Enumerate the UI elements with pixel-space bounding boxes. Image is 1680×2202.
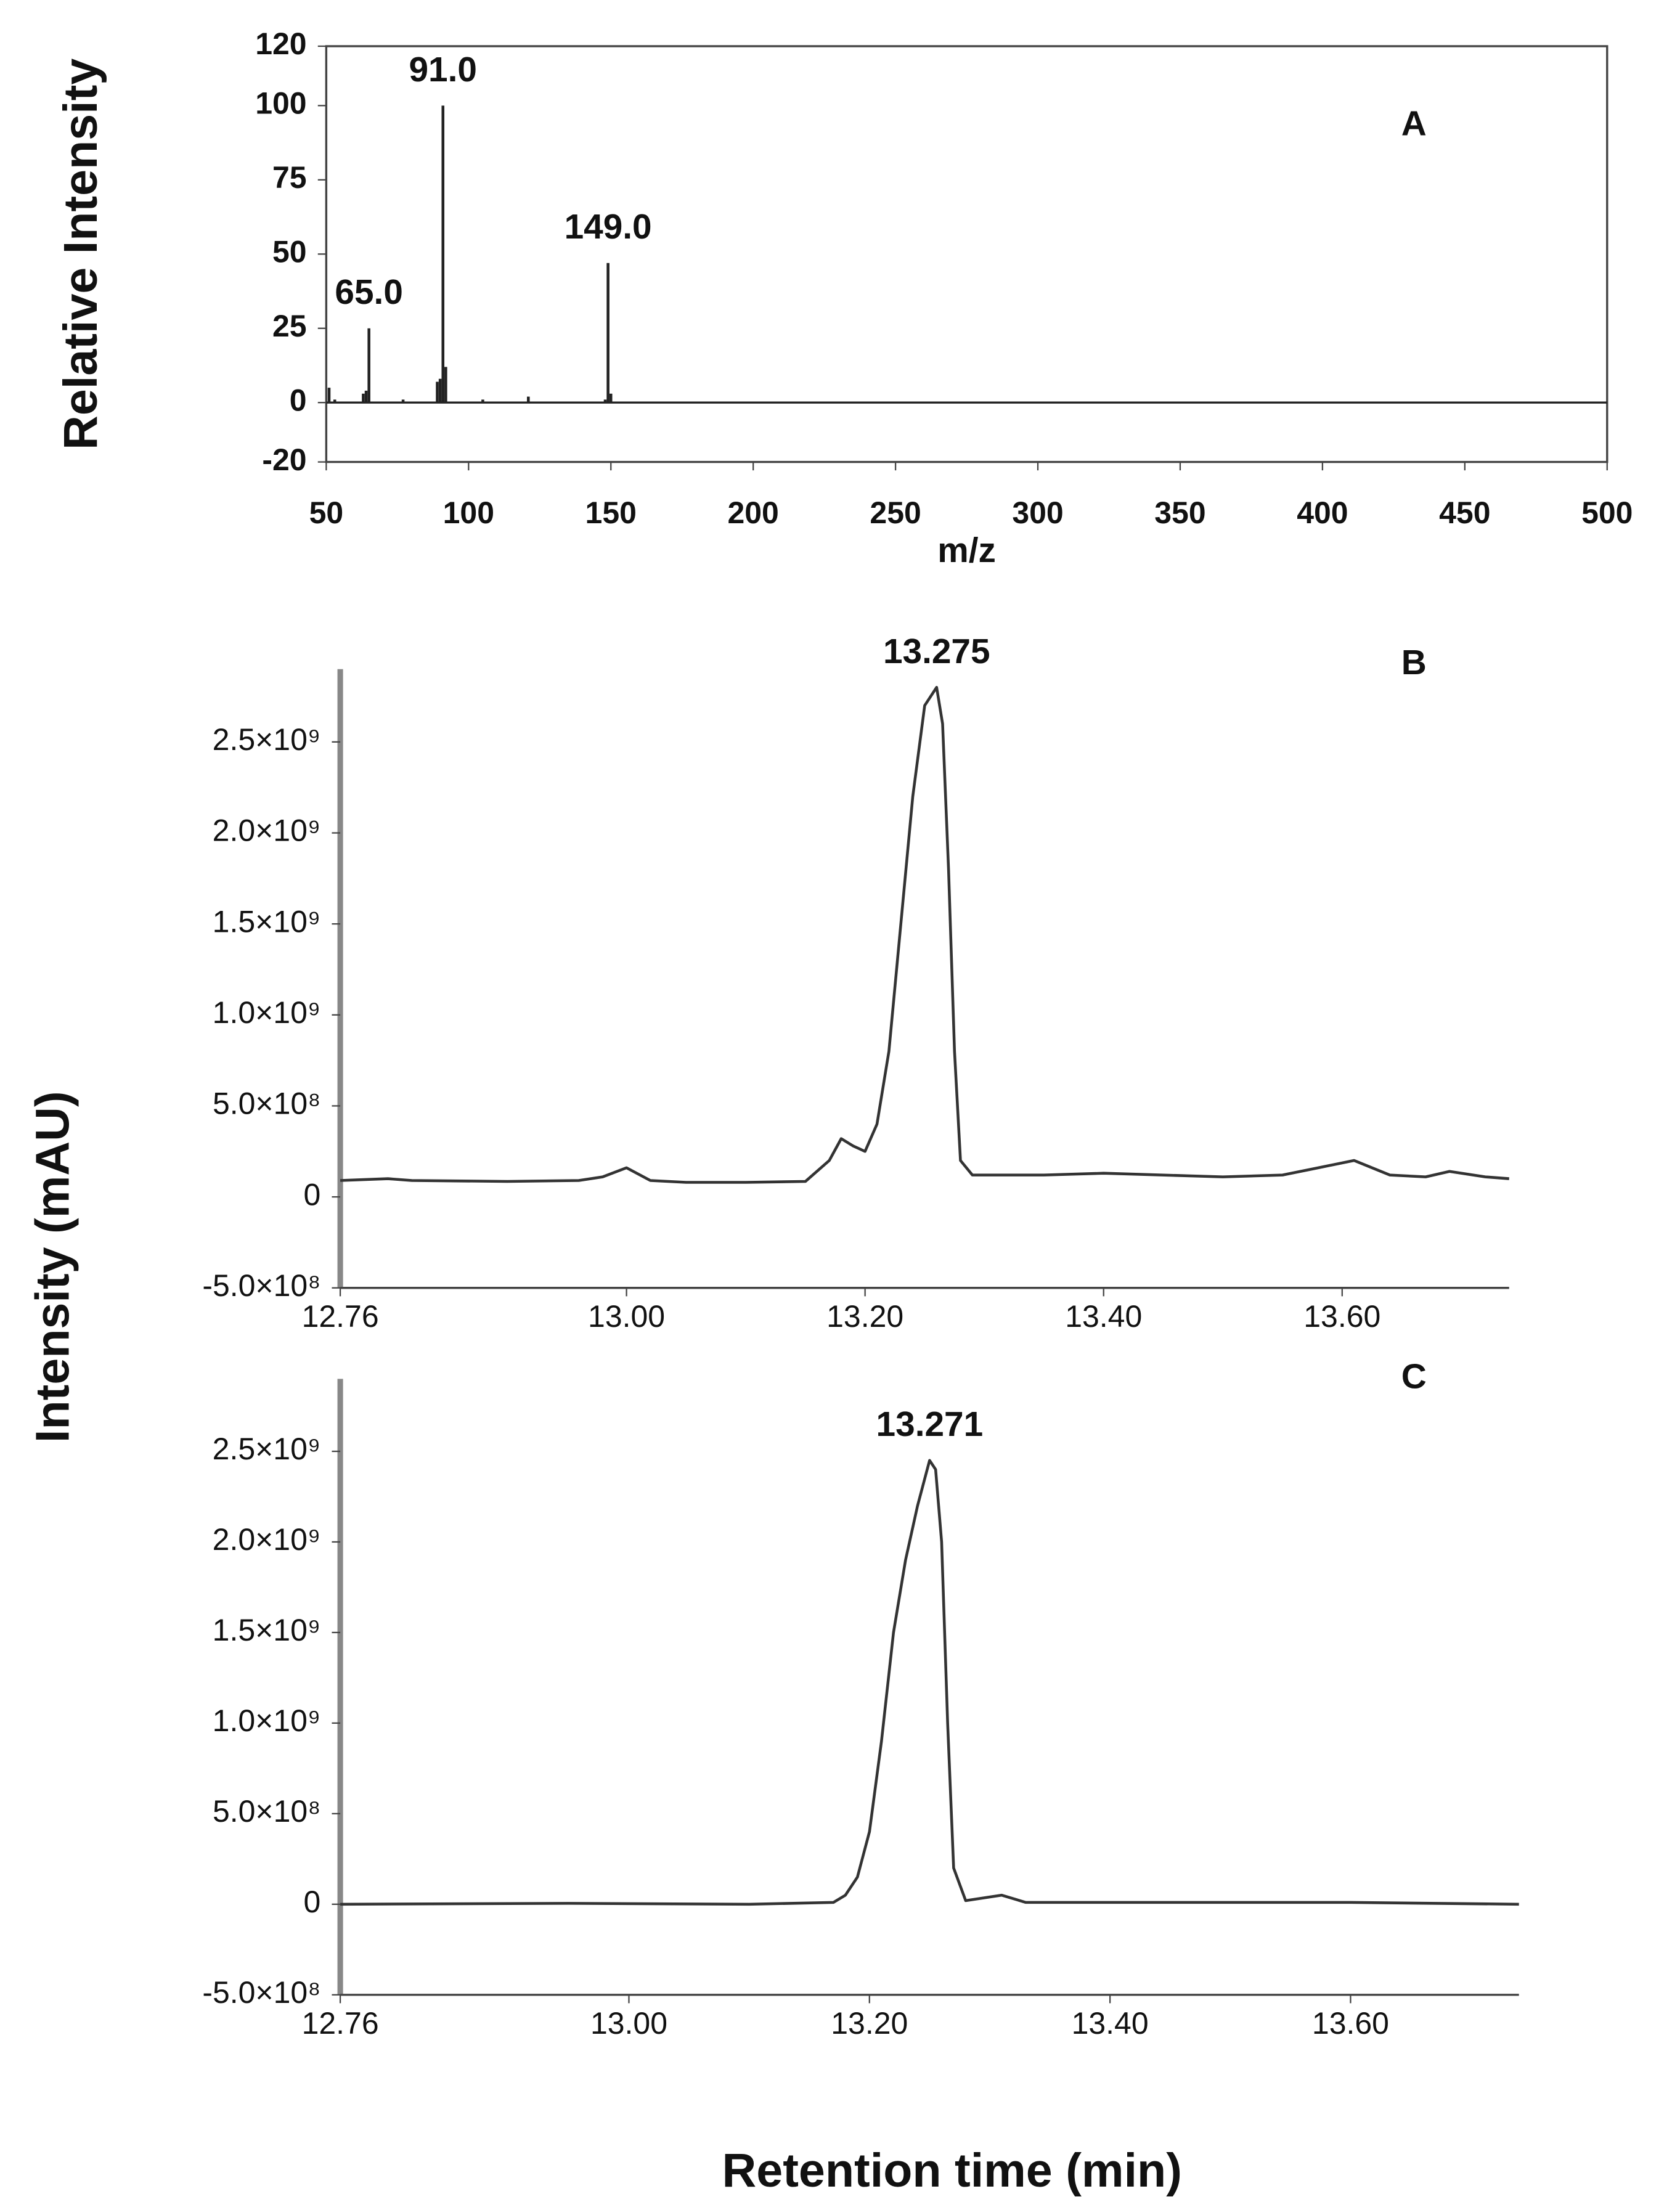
- x-tick-label: 350: [1154, 495, 1205, 530]
- y-tick-label: 100: [255, 86, 306, 121]
- peak-label: 65.0: [335, 273, 402, 312]
- x-tick-label: 13.20: [831, 2006, 908, 2041]
- x-tick-label: 13.60: [1303, 1299, 1380, 1334]
- y-tick-label: 1.5×10⁹: [213, 904, 321, 939]
- y-tick-label: 5.0×10⁸: [213, 1087, 320, 1121]
- y-tick-label: -5.0×10⁸: [202, 1268, 320, 1303]
- peak-label: 149.0: [565, 208, 652, 247]
- x-tick-label: 250: [870, 495, 921, 530]
- x-tick-label: 200: [727, 495, 778, 530]
- x-tick-label: 13.40: [1072, 2006, 1149, 2041]
- y-tick-label: 1.0×10⁹: [213, 1703, 321, 1738]
- y-tick-label: -5.0×10⁸: [202, 1975, 320, 2010]
- y-tick-label: 120: [255, 27, 306, 61]
- chromatogram-line: [340, 1459, 1519, 1906]
- y-tick-label: 0: [290, 383, 307, 417]
- x-tick-label: 400: [1297, 495, 1348, 530]
- panel-label: C: [1401, 1357, 1427, 1396]
- x-tick-label: 450: [1439, 495, 1490, 530]
- x-tick-label: 12.76: [302, 1299, 379, 1334]
- y-tick-label: 2.0×10⁹: [213, 1522, 321, 1557]
- x-tick-label: 50: [309, 495, 344, 530]
- y-tick-label: 2.0×10⁹: [213, 814, 321, 848]
- panel-label: B: [1401, 643, 1427, 682]
- x-axis-title: m/z: [937, 531, 996, 570]
- y-tick-label: 2.5×10⁹: [213, 722, 321, 757]
- x-tick-label: 13.20: [826, 1299, 903, 1334]
- y-tick-label: -20: [262, 442, 306, 477]
- y-tick-label: 50: [272, 234, 307, 269]
- y-tick-label: 0: [303, 1177, 320, 1212]
- y-axis-title: Intensity (mAU): [26, 1091, 79, 1443]
- panel-label: A: [1401, 104, 1427, 143]
- y-axis-title: Relative Intensity: [54, 59, 107, 450]
- y-tick-label: 25: [272, 309, 307, 343]
- y-tick-label: 2.5×10⁹: [213, 1432, 321, 1466]
- peak-label: 91.0: [409, 51, 476, 89]
- x-tick-label: 12.76: [302, 2006, 379, 2041]
- peak-label: 13.275: [883, 632, 990, 671]
- y-tick-label: 1.5×10⁹: [213, 1613, 321, 1647]
- peak-label: 13.271: [876, 1405, 984, 1444]
- x-tick-label: 500: [1581, 495, 1633, 530]
- x-tick-label: 13.40: [1065, 1299, 1142, 1334]
- x-tick-label: 13.60: [1312, 2006, 1389, 2041]
- x-tick-label: 100: [443, 495, 494, 530]
- y-tick-label: 5.0×10⁸: [213, 1794, 320, 1829]
- y-tick-label: 0: [303, 1885, 320, 1919]
- x-tick-label: 150: [585, 495, 637, 530]
- chromatogram-line: [340, 686, 1509, 1184]
- x-axis-title: Retention time (min): [722, 2144, 1181, 2197]
- y-tick-label: 75: [272, 160, 307, 195]
- x-tick-label: 300: [1012, 495, 1063, 530]
- x-tick-label: 13.00: [590, 2006, 667, 2041]
- x-tick-label: 13.00: [588, 1299, 665, 1334]
- y-tick-label: 1.0×10⁹: [213, 995, 321, 1030]
